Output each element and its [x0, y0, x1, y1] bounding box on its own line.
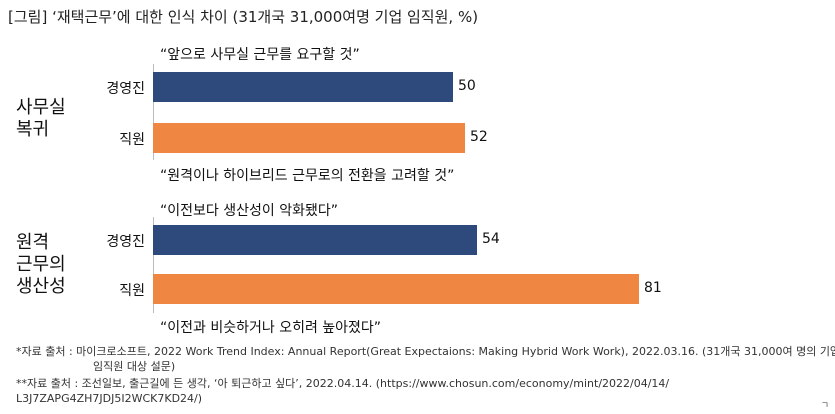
- quote-bottom: “이전과 비슷하거나 오히려 높아졌다”: [160, 320, 382, 336]
- category-label: 직원: [119, 132, 145, 148]
- axis-line: [153, 217, 154, 313]
- footnote-2: **자료 출처 : 조선일보, 출근길에 든 생각, ‘아 퇴근하고 싶다’, …: [16, 377, 670, 390]
- quote-bottom: “원격이나 하이브리드 근무로의 전환을 고려할 것”: [160, 168, 455, 184]
- group-label-line: 원격: [16, 232, 50, 253]
- bar: [153, 72, 453, 102]
- category-label: 경영진: [106, 81, 145, 97]
- corner-mark: ㄱ: [820, 401, 829, 411]
- data-label: 50: [458, 78, 476, 94]
- chart-title: [그림] ‘재택근무’에 대한 인식 차이 (31개국 31,000여명 기업 …: [8, 8, 479, 26]
- category-label: 경영진: [106, 234, 145, 250]
- quote-top: “이전보다 생산성이 악화됐다”: [160, 203, 338, 219]
- data-label: 52: [470, 129, 488, 145]
- group-label-line: 복귀: [16, 119, 50, 140]
- footnote-1-cont: 임직원 대상 설문): [93, 360, 176, 373]
- group-label-line: 생산성: [16, 276, 66, 297]
- data-label: 54: [482, 231, 500, 247]
- bar: [153, 225, 477, 255]
- bar: [153, 274, 639, 304]
- group-label-line: 근무의: [16, 254, 66, 275]
- footnote-2-cont: L3J7ZAPG4ZH7JDJ5I2WCK7KD24/): [16, 392, 203, 405]
- group-label-line: 사무실: [16, 97, 66, 118]
- bar: [153, 123, 465, 153]
- axis-line: [153, 64, 154, 160]
- quote-top: “앞으로 사무실 근무를 요구할 것”: [160, 47, 360, 63]
- category-label: 직원: [119, 283, 145, 299]
- data-label: 81: [644, 280, 662, 296]
- footnote-1: *자료 출처 : 마이크로소프트, 2022 Work Trend Index:…: [16, 345, 835, 358]
